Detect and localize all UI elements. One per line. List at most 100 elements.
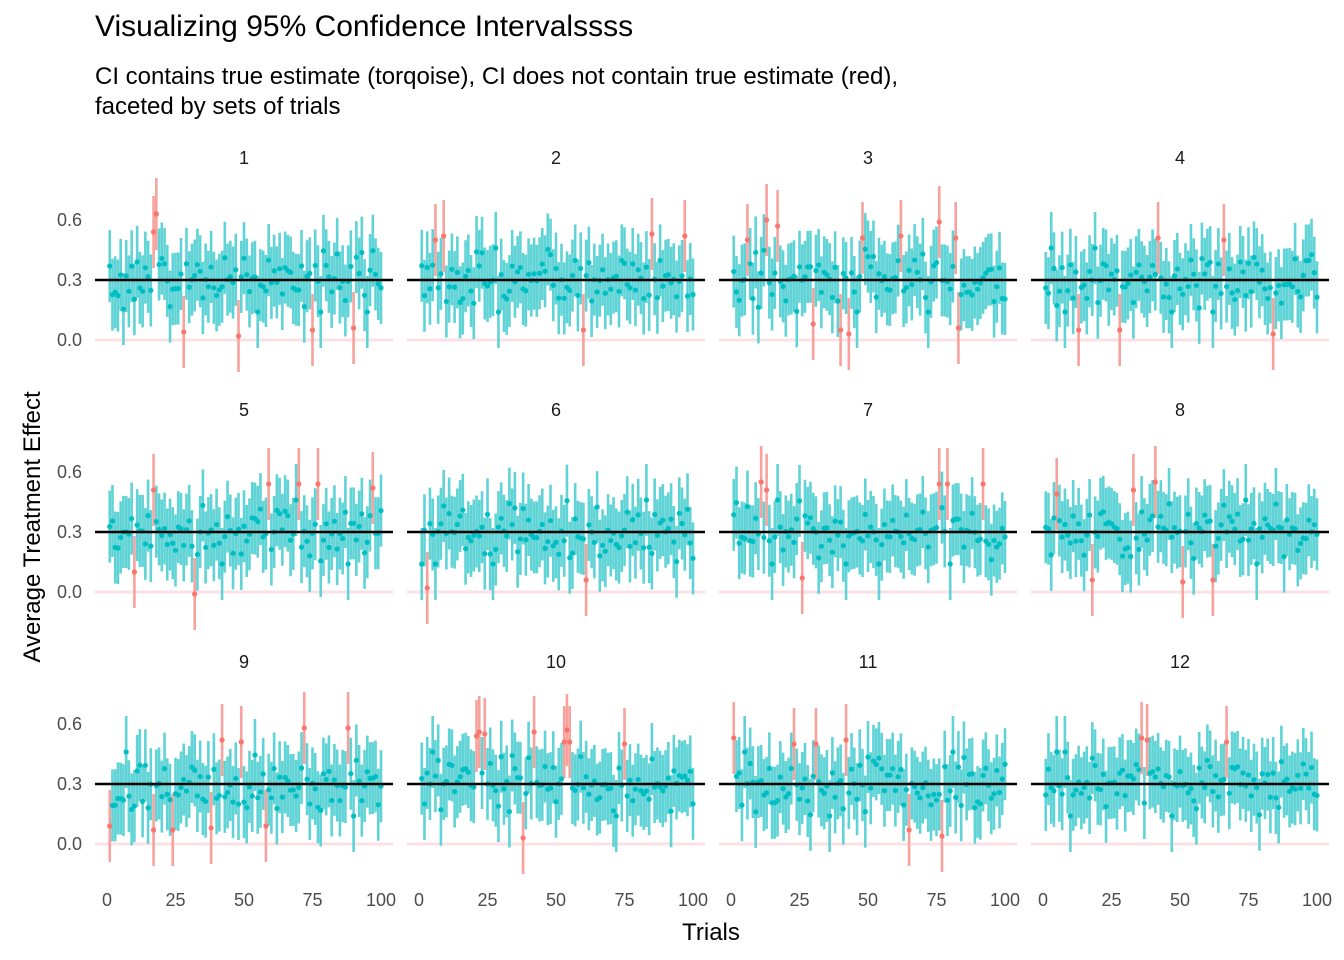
estimate-point (772, 534, 778, 540)
estimate-point (192, 272, 198, 279)
estimate-point (318, 807, 324, 814)
estimate-point (578, 753, 584, 760)
estimate-point-miss (150, 487, 157, 493)
estimate-point (1297, 785, 1304, 791)
estimate-point (1256, 812, 1263, 818)
estimate-point (838, 777, 844, 784)
x-tick-label: 100 (990, 890, 1020, 910)
estimate-point (438, 521, 444, 527)
x-tick-label: 25 (789, 890, 809, 910)
estimate-point (263, 288, 269, 294)
estimate-point (1276, 804, 1282, 810)
estimate-point (1092, 762, 1098, 769)
estimate-point-miss (1076, 327, 1082, 333)
estimate-point (205, 774, 211, 780)
estimate-point (903, 512, 909, 518)
estimate-point (285, 513, 291, 519)
estimate-point (342, 784, 348, 790)
estimate-point (238, 274, 244, 280)
estimate-point (594, 289, 600, 295)
estimate-point (498, 515, 504, 521)
estimate-point (1193, 520, 1200, 527)
facet-panel-9: 9 (95, 652, 393, 866)
estimate-point (1114, 791, 1120, 797)
estimate-point-miss (953, 235, 959, 241)
estimate-point (977, 280, 983, 286)
estimate-point (427, 521, 433, 527)
estimate-point (506, 808, 513, 815)
estimate-point (1314, 792, 1320, 799)
estimate-point (942, 764, 948, 770)
facet-panel-7: 7 (719, 400, 1017, 614)
estimate-point (868, 264, 874, 270)
estimate-point-miss (813, 741, 819, 747)
estimate-point (983, 270, 989, 276)
estimate-point (1196, 305, 1202, 311)
estimate-point (329, 797, 335, 804)
estimate-point (421, 293, 428, 299)
estimate-point-miss (266, 481, 272, 487)
estimate-point (857, 273, 863, 280)
estimate-point (427, 286, 433, 292)
estimate-point (969, 510, 975, 516)
estimate-point-miss (263, 823, 269, 829)
estimate-point (1133, 269, 1139, 275)
estimate-point (353, 537, 359, 543)
estimate-point (673, 294, 680, 300)
estimate-point (821, 790, 827, 796)
estimate-point (917, 795, 923, 801)
estimate-point-miss (531, 729, 537, 735)
facet-panel-8: 8 (1031, 400, 1329, 618)
estimate-point (214, 521, 220, 528)
estimate-point-miss (1130, 487, 1137, 493)
estimate-point (575, 292, 581, 299)
estimate-point (526, 517, 532, 523)
estimate-point (1254, 561, 1260, 567)
estimate-point (293, 497, 299, 503)
estimate-point-miss (301, 725, 307, 731)
estimate-point (271, 268, 277, 274)
estimate-point-miss (799, 575, 805, 581)
estimate-point (118, 272, 124, 278)
estimate-point (1119, 767, 1126, 773)
estimate-point (1213, 543, 1219, 549)
estimate-point (824, 525, 830, 531)
estimate-point (203, 544, 209, 551)
estimate-point (260, 771, 266, 777)
estimate-point (186, 518, 192, 524)
estimate-point-miss (153, 211, 159, 217)
estimate-point (766, 280, 772, 286)
estimate-point (1221, 502, 1227, 508)
estimate-point (131, 296, 137, 302)
y-tick-label: 0.6 (57, 462, 82, 482)
estimate-point (780, 283, 786, 290)
facet-strip-label: 1 (239, 148, 249, 168)
estimate-point (944, 797, 951, 803)
estimate-point (1289, 284, 1295, 290)
estimate-point (197, 268, 203, 274)
estimate-point (181, 776, 187, 783)
estimate-point (205, 284, 211, 290)
estimate-point (435, 757, 441, 763)
estimate-point (137, 762, 143, 768)
estimate-point (627, 777, 633, 783)
estimate-point (586, 522, 592, 528)
estimate-point (208, 264, 214, 270)
estimate-point (810, 526, 816, 532)
estimate-point (312, 521, 318, 527)
estimate-point (1155, 524, 1161, 530)
estimate-point (840, 543, 846, 549)
estimate-point (222, 794, 228, 800)
estimate-point (1045, 766, 1052, 772)
estimate-point (200, 295, 206, 301)
estimate-point (1147, 274, 1153, 280)
estimate-point (454, 521, 460, 528)
estimate-point (583, 774, 589, 780)
estimate-point (807, 264, 814, 270)
estimate-point (1292, 786, 1298, 792)
estimate-point (1196, 765, 1202, 771)
estimate-point-miss (906, 827, 912, 833)
estimate-point (523, 790, 529, 797)
estimate-point (493, 546, 499, 553)
estimate-point (1295, 288, 1301, 295)
